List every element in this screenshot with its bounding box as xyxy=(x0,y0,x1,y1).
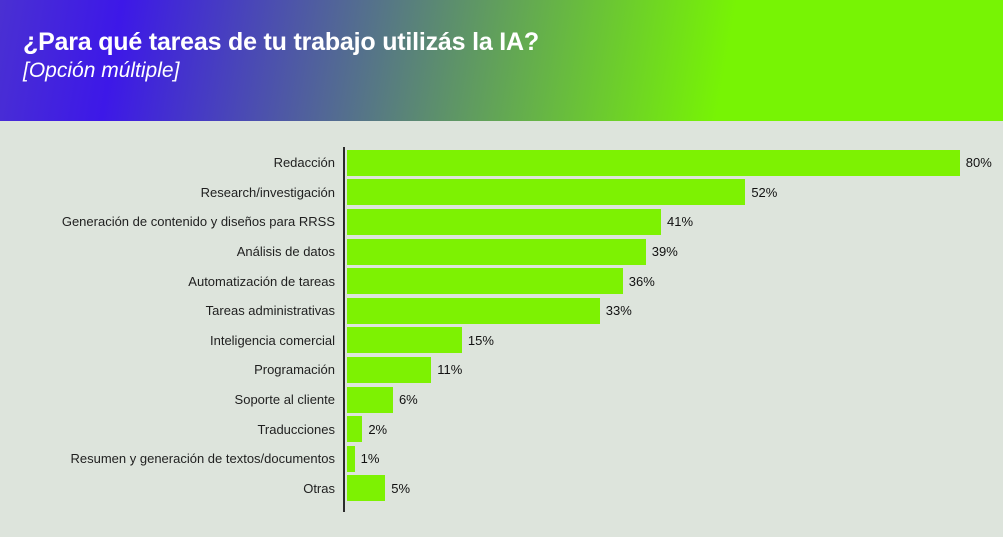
category-label: Tareas administrativas xyxy=(205,303,335,319)
bar xyxy=(347,416,363,443)
bar-row: Research/investigación 52% xyxy=(0,178,1003,208)
bar xyxy=(347,179,746,206)
category-label: Redacción xyxy=(273,155,335,171)
category-label: Soporte al cliente xyxy=(234,392,335,408)
value-label: 15% xyxy=(467,332,494,348)
value-label: 39% xyxy=(651,244,678,260)
value-label: 41% xyxy=(667,214,694,230)
y-axis-line xyxy=(343,147,345,512)
value-label: 5% xyxy=(391,480,411,496)
bar xyxy=(347,445,355,472)
chart-header: ¿Para qué tareas de tu trabajo utilizás … xyxy=(0,0,1003,121)
bar xyxy=(347,356,432,383)
category-label: Generación de contenido y diseños para R… xyxy=(61,214,335,230)
value-label: 80% xyxy=(965,155,992,171)
bar-row: Soporte al cliente 6% xyxy=(0,385,1003,415)
value-label: 6% xyxy=(398,392,418,408)
bar xyxy=(347,208,662,235)
bar xyxy=(347,268,623,295)
value-label: 2% xyxy=(368,421,388,437)
bar-row: Otras 5% xyxy=(0,474,1003,504)
bar xyxy=(347,475,386,502)
bar xyxy=(347,238,646,265)
category-label: Resumen y generación de textos/documento… xyxy=(70,451,336,467)
bar xyxy=(347,386,393,413)
value-label: 36% xyxy=(628,273,655,289)
bar-rows: Redacción 80% Research/investigación 52% Gen… xyxy=(0,148,1003,503)
bar-row: Programación 11% xyxy=(0,355,1003,385)
chart-title: ¿Para qué tareas de tu trabajo utilizás … xyxy=(23,28,539,56)
bar xyxy=(347,149,960,176)
bar-row: Resumen y generación de textos/documento… xyxy=(0,444,1003,474)
bar xyxy=(347,297,600,324)
bar-row: Redacción 80% xyxy=(0,148,1003,178)
category-label: Programación xyxy=(254,362,335,378)
category-label: Research/investigación xyxy=(200,184,335,200)
bar-row: Análisis de datos 39% xyxy=(0,237,1003,267)
chart-subtitle: [Opción múltiple] xyxy=(23,58,180,82)
bar xyxy=(347,327,462,354)
category-label: Traducciones xyxy=(257,421,335,437)
bar-row: Traducciones 2% xyxy=(0,414,1003,444)
category-label: Otras xyxy=(303,480,335,496)
category-label: Inteligencia comercial xyxy=(209,332,335,348)
category-label: Análisis de datos xyxy=(236,244,335,260)
value-label: 33% xyxy=(605,303,632,319)
bar-row: Automatización de tareas 36% xyxy=(0,266,1003,296)
value-label: 1% xyxy=(360,451,380,467)
bar-chart: Redacción 80% Research/investigación 52% Gen… xyxy=(0,147,1003,512)
bar-row: Inteligencia comercial 15% xyxy=(0,326,1003,356)
value-label: 11% xyxy=(437,362,463,378)
category-label: Automatización de tareas xyxy=(188,273,335,289)
value-label: 52% xyxy=(751,184,778,200)
bar-row: Generación de contenido y diseños para R… xyxy=(0,207,1003,237)
bar-row: Tareas administrativas 33% xyxy=(0,296,1003,326)
